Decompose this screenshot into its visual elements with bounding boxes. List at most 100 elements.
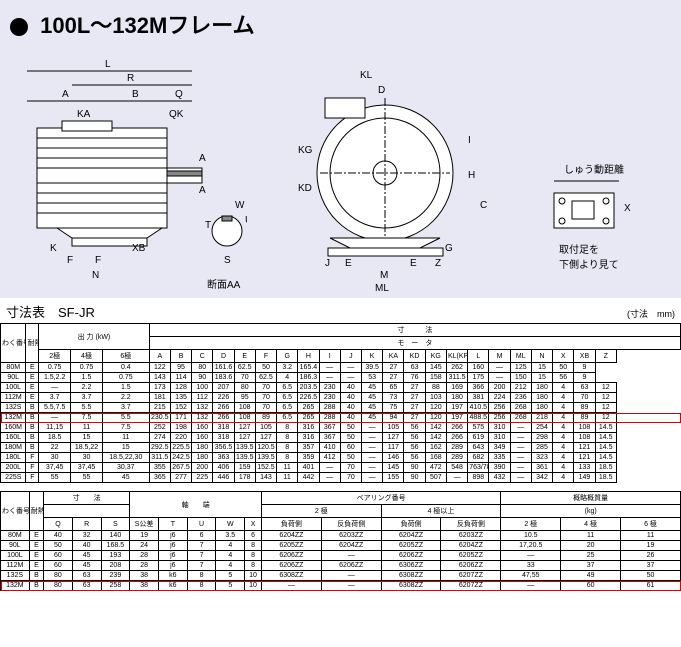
svg-text:M: M bbox=[380, 270, 388, 281]
table-cell: 8 bbox=[245, 551, 262, 561]
motor-front-view: KL D KG KD J E E M ML I H C G Z bbox=[270, 53, 500, 293]
table-cell: 27 bbox=[383, 373, 404, 383]
table-cell: 145 bbox=[383, 463, 404, 473]
table-cell: — bbox=[319, 363, 340, 373]
table-cell: — bbox=[510, 423, 531, 433]
table-cell: 6308ZZ bbox=[381, 581, 441, 591]
svg-text:E: E bbox=[345, 258, 352, 269]
table-row: 100LE604519328j67486206ZZ—6206ZZ6205ZZ—2… bbox=[1, 551, 681, 561]
table-cell: 4 bbox=[553, 423, 574, 433]
table-cell: 898 bbox=[468, 473, 489, 483]
table-cell: 63 bbox=[404, 363, 425, 373]
table-cell: 0.4 bbox=[102, 363, 149, 373]
table-cell: 15 bbox=[531, 373, 552, 383]
table-cell: 53 bbox=[362, 373, 383, 383]
table-cell: 356.5 bbox=[213, 443, 234, 453]
table-cell: 208 bbox=[101, 561, 130, 571]
table-cell: 4 bbox=[553, 453, 574, 463]
table-row: 100LE—2.21.517312810020780706.5203.52304… bbox=[1, 383, 681, 393]
table-cell: 8 bbox=[277, 453, 298, 463]
table-cell: 367 bbox=[319, 433, 340, 443]
table-cell: 39.5 bbox=[362, 363, 383, 373]
table-cell: 274 bbox=[149, 433, 170, 443]
table-cell: F bbox=[26, 473, 39, 483]
table-cell: 268 bbox=[510, 413, 531, 423]
table-cell: 9 bbox=[574, 363, 595, 373]
table-row: 132MB—7.55.5230.5171132266108896.5265288… bbox=[1, 413, 681, 423]
table-cell: 349 bbox=[489, 443, 510, 453]
table-cell: 180 bbox=[192, 443, 213, 453]
table-cell: 230 bbox=[319, 393, 340, 403]
table-row: 180MB2218.5,2215292.5225.5180356.5139.51… bbox=[1, 443, 681, 453]
table-cell: 265 bbox=[298, 403, 319, 413]
table-cell: 4 bbox=[553, 403, 574, 413]
svg-text:W: W bbox=[235, 200, 245, 211]
svg-text:D: D bbox=[378, 85, 385, 96]
dimension-table-2: わく番号 耐熱 寸 法 軸 端 ベアリング番号 概略概質量 2 極 4 極以上 … bbox=[0, 491, 681, 591]
table-cell: 198 bbox=[170, 423, 191, 433]
table-cell: 197 bbox=[446, 413, 467, 423]
table-cell: 18.5 bbox=[595, 473, 616, 483]
table-cell: 200L bbox=[1, 463, 26, 473]
table-cell: 90L bbox=[1, 373, 26, 383]
bullet-icon bbox=[10, 18, 28, 36]
svg-text:G: G bbox=[445, 243, 453, 254]
table-cell: 173 bbox=[149, 383, 170, 393]
table-cell: 11 bbox=[102, 433, 149, 443]
table-cell: 507 bbox=[425, 473, 446, 483]
svg-text:L: L bbox=[105, 59, 111, 70]
table-cell: 62.5 bbox=[234, 363, 255, 373]
table-cell: 236 bbox=[510, 393, 531, 403]
table-cell: 355 bbox=[149, 463, 170, 473]
table-cell: 121 bbox=[574, 443, 595, 453]
table-cell: 27 bbox=[404, 393, 425, 403]
table-cell: 127 bbox=[383, 433, 404, 443]
table-cell: 19 bbox=[621, 541, 681, 551]
table-row: 132SB806323938k685106308ZZ—6308ZZ6207ZZ4… bbox=[1, 571, 681, 581]
table-cell: 60 bbox=[340, 443, 361, 453]
svg-text:X: X bbox=[624, 203, 631, 214]
table-cell: 230.5 bbox=[149, 413, 170, 423]
table-cell: 6.5 bbox=[277, 383, 298, 393]
table-cell: 160 bbox=[468, 363, 489, 373]
table-cell: 267.5 bbox=[170, 463, 191, 473]
table-cell: 258 bbox=[101, 581, 130, 591]
table-cell: 318 bbox=[213, 433, 234, 443]
table-cell: 472 bbox=[425, 463, 446, 473]
svg-text:Q: Q bbox=[175, 89, 183, 100]
table-cell: 575 bbox=[468, 423, 489, 433]
table-cell: 367 bbox=[319, 423, 340, 433]
table-cell: 25 bbox=[561, 551, 621, 561]
table-cell: 14.5 bbox=[595, 443, 616, 453]
svg-text:B: B bbox=[132, 89, 139, 100]
table-cell: 80 bbox=[234, 383, 255, 393]
table-cell: 40 bbox=[340, 403, 361, 413]
table-cell: 265 bbox=[298, 413, 319, 423]
table-cell: — bbox=[321, 581, 381, 591]
table-cell: 4 bbox=[553, 473, 574, 483]
table-cell: B bbox=[26, 433, 39, 443]
table-cell: 11 bbox=[621, 531, 681, 541]
table-cell: 90 bbox=[404, 473, 425, 483]
table-cell: 682 bbox=[468, 453, 489, 463]
table-cell: 103 bbox=[425, 393, 446, 403]
table-cell: B bbox=[26, 443, 39, 453]
svg-text:XB: XB bbox=[132, 243, 146, 254]
table-cell: 168.5 bbox=[101, 541, 130, 551]
table-cell: 12 bbox=[595, 393, 616, 403]
table-cell: 6308ZZ bbox=[261, 571, 321, 581]
table-cell: 6204ZZ bbox=[441, 541, 501, 551]
table-cell: 108 bbox=[234, 403, 255, 413]
table-cell: 225 bbox=[192, 473, 213, 483]
table-cell: 6.5 bbox=[277, 413, 298, 423]
table1-unit: (寸法 mm) bbox=[627, 307, 681, 320]
table-cell: 56 bbox=[404, 423, 425, 433]
table-cell: 342 bbox=[531, 473, 552, 483]
table-cell: 30 bbox=[71, 453, 103, 463]
table-cell: E bbox=[29, 561, 43, 571]
svg-text:KA: KA bbox=[77, 109, 91, 120]
table-cell: 203.5 bbox=[298, 383, 319, 393]
table-cell: 3.5 bbox=[216, 531, 245, 541]
table-cell: 132M bbox=[1, 581, 30, 591]
diagram-area: L R A B Q KA QK K F F XB N A A W T U S 断… bbox=[0, 48, 681, 298]
